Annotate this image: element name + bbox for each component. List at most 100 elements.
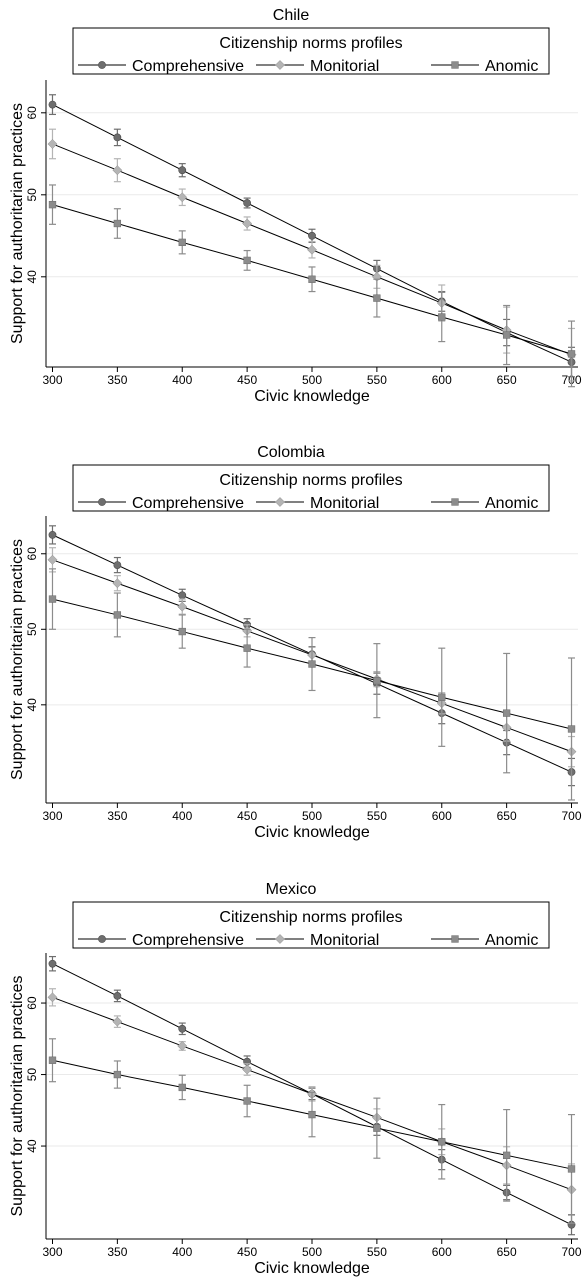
y-axis-label: Support for authoritarian practices	[9, 975, 26, 1216]
data-point	[243, 199, 252, 207]
series-diamond	[47, 128, 577, 382]
y-tick-label: 50	[25, 188, 39, 202]
legend-label: Anomic	[485, 932, 538, 949]
y-tick-label: 50	[25, 1068, 39, 1082]
data-point	[373, 1124, 381, 1132]
x-tick-label: 400	[172, 809, 192, 823]
x-tick-label: 450	[237, 373, 257, 387]
legend-title: Citizenship norms profiles	[219, 472, 402, 489]
legend-marker-square	[451, 61, 459, 69]
data-point	[47, 139, 58, 149]
data-point	[242, 218, 253, 229]
data-point	[178, 1024, 187, 1033]
legend-label: Comprehensive	[132, 58, 244, 75]
data-point	[178, 1083, 186, 1092]
series-square	[48, 1038, 576, 1224]
x-tick-label: 400	[172, 373, 192, 387]
legend-marker-circle	[98, 61, 106, 69]
data-point	[113, 992, 122, 1000]
data-point	[113, 219, 122, 228]
chart-title: Colombia	[257, 444, 325, 461]
data-point	[243, 1097, 251, 1105]
legend-marker-diamond	[275, 497, 285, 507]
y-tick-label: 40	[25, 1139, 39, 1153]
y-tick-label: 40	[25, 270, 39, 284]
data-point	[113, 561, 122, 569]
data-point	[567, 350, 576, 358]
x-tick-label: 550	[367, 1245, 387, 1259]
x-tick-label: 450	[237, 1245, 257, 1259]
data-point	[113, 133, 122, 142]
legend-label: Monitorial	[310, 58, 379, 75]
x-tick-label: 300	[42, 1245, 62, 1259]
legend-box	[72, 901, 550, 949]
data-point	[502, 331, 511, 339]
y-axis-label: Support for authoritarian practices	[9, 539, 26, 780]
chart-title: Chile	[273, 7, 310, 24]
data-point	[178, 166, 187, 175]
data-point	[502, 1151, 511, 1159]
x-axis-label: Civic knowledge	[254, 1260, 370, 1277]
legend-marker-circle	[98, 935, 106, 943]
legend-marker-square	[451, 498, 459, 506]
legend-label: Monitorial	[310, 932, 379, 949]
y-tick-label: 60	[25, 106, 39, 120]
x-tick-label: 500	[302, 809, 322, 823]
y-tick-label: 60	[25, 547, 39, 561]
x-tick-label: 650	[497, 809, 517, 823]
legend-label: Comprehensive	[132, 495, 244, 512]
legend-item: Monitorial	[256, 58, 379, 75]
x-tick-label: 500	[302, 373, 322, 387]
x-tick-label: 600	[432, 373, 452, 387]
chart-panel: Chile Citizenship norms profiles Comprehen…	[9, 7, 582, 405]
chart-panel: Colombia Citizenship norms profiles Compre…	[9, 444, 582, 841]
data-point	[373, 294, 381, 302]
y-tick-label: 50	[25, 622, 39, 636]
legend-item: Anomic	[431, 58, 538, 75]
data-point	[308, 660, 316, 668]
data-point	[178, 238, 186, 247]
series-square	[48, 568, 576, 801]
x-tick-label: 700	[561, 809, 581, 823]
data-point	[48, 530, 57, 539]
legend-title: Citizenship norms profiles	[219, 35, 402, 52]
x-tick-label: 700	[561, 1245, 581, 1259]
data-point	[177, 601, 188, 612]
x-tick-label: 300	[42, 809, 62, 823]
x-tick-label: 600	[432, 809, 452, 823]
y-axis-label: Support for authoritarian practices	[9, 103, 26, 344]
legend-marker-circle	[98, 498, 106, 506]
data-point	[307, 244, 317, 255]
data-point	[47, 992, 58, 1003]
legend-label: Anomic	[485, 495, 538, 512]
data-point	[48, 200, 57, 209]
chart-title: Mexico	[266, 881, 317, 898]
legend-marker-diamond	[275, 60, 285, 70]
legend-marker-square	[451, 935, 459, 943]
x-tick-label: 400	[172, 1245, 192, 1259]
x-axis-label: Civic knowledge	[254, 388, 370, 405]
legend-label: Anomic	[485, 58, 538, 75]
series-circle	[48, 94, 576, 378]
data-point	[112, 165, 123, 176]
x-tick-label: 350	[107, 1245, 127, 1259]
data-point	[112, 578, 123, 589]
series-square	[48, 184, 576, 388]
legend-label: Comprehensive	[132, 932, 244, 949]
legend-item: Comprehensive	[78, 932, 244, 949]
legend-item: Monitorial	[256, 495, 379, 512]
data-point	[48, 959, 57, 968]
data-point	[438, 313, 446, 321]
data-point	[113, 1070, 122, 1079]
x-tick-label: 450	[237, 809, 257, 823]
x-tick-label: 350	[107, 809, 127, 823]
data-point	[567, 725, 576, 733]
data-point	[438, 1138, 446, 1146]
legend-label: Monitorial	[310, 495, 379, 512]
legend-box	[72, 27, 550, 75]
data-point	[243, 256, 251, 265]
data-point	[438, 693, 446, 701]
x-axis-label: Civic knowledge	[254, 824, 370, 841]
x-tick-label: 300	[42, 373, 62, 387]
data-point	[177, 192, 188, 203]
